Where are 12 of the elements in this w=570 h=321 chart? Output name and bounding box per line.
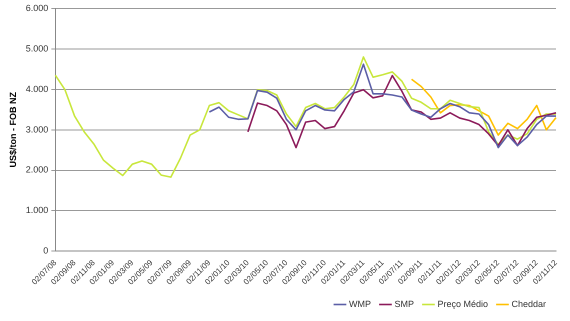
y-tick-label: 5.000: [26, 43, 48, 54]
legend-label: Cheddar: [511, 298, 546, 309]
legend-label: SMP: [394, 298, 414, 309]
y-tick-label: 0: [43, 246, 48, 256]
y-tick-label: 4.000: [26, 84, 48, 94]
y-tick-label: 2.000: [26, 164, 48, 175]
y-tick-label: 1.000: [26, 205, 48, 216]
y-tick-label: 3.000: [26, 124, 48, 134]
y-axis-title: US$/ton - FOB NZ: [8, 92, 18, 168]
legend-label: Preço Médio: [437, 298, 488, 309]
legend-label: WMP: [348, 298, 371, 309]
y-tick-label: 6.000: [26, 2, 48, 13]
